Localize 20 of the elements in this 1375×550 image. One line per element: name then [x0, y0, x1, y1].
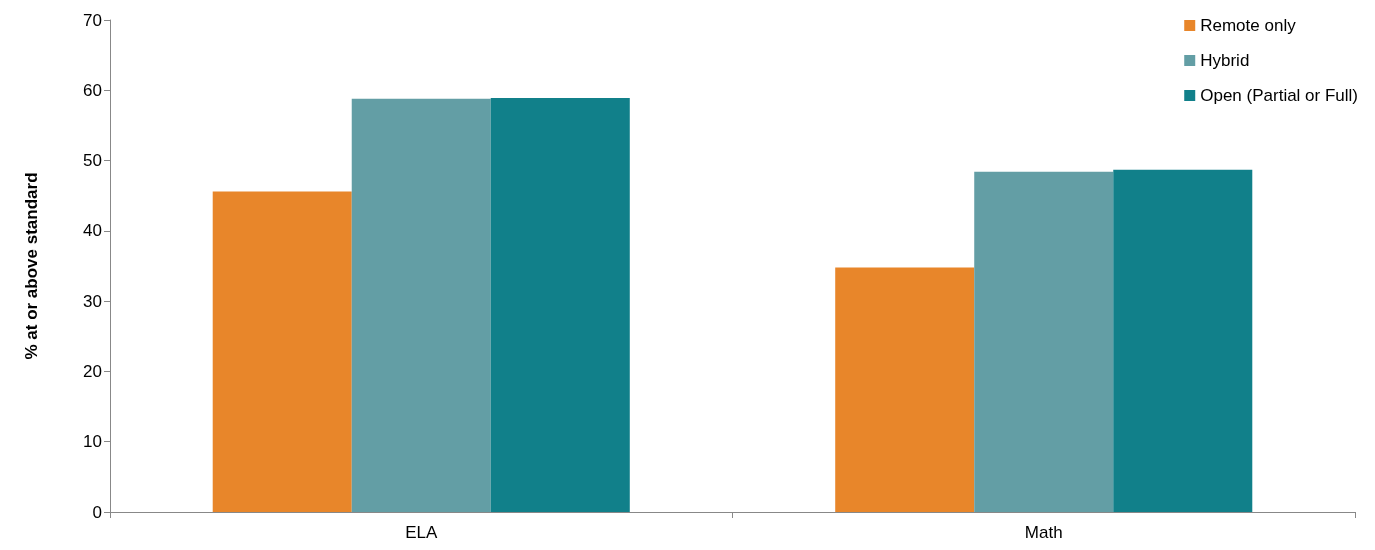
y-tick-label: 50 — [83, 151, 102, 171]
y-tick-label: 60 — [83, 80, 102, 100]
y-tick-label: 20 — [83, 361, 102, 381]
y-tick-label: 40 — [83, 221, 102, 241]
bar — [1113, 169, 1253, 512]
bar — [351, 98, 491, 512]
x-tick-label: Math — [1024, 523, 1063, 542]
legend-label: Hybrid — [1200, 51, 1250, 70]
y-axis-title: % at or above standard — [22, 172, 41, 360]
legend-label: Open (Partial or Full) — [1200, 86, 1359, 105]
y-tick-label: 0 — [92, 502, 102, 522]
bar — [212, 191, 352, 512]
bar — [835, 267, 975, 512]
y-tick-label: 70 — [83, 10, 102, 30]
bar — [974, 171, 1114, 512]
y-tick-label: 10 — [83, 432, 102, 452]
legend-label: Remote only — [1200, 16, 1297, 35]
bar — [490, 98, 630, 512]
y-tick-label: 30 — [83, 291, 102, 311]
x-tick-label: ELA — [405, 523, 438, 542]
